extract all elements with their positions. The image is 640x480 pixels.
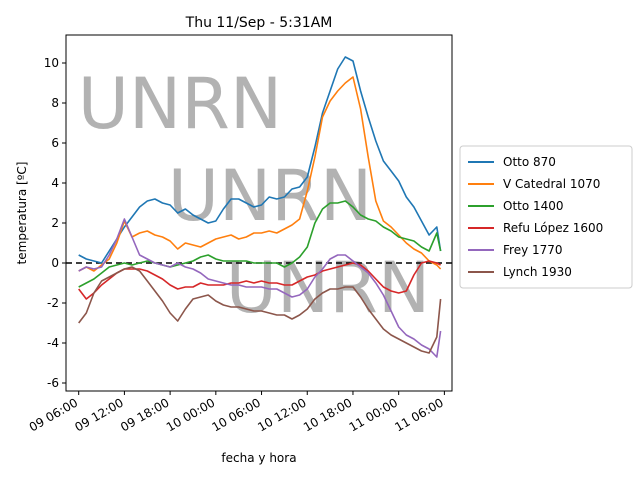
x-tick-label: 09 12:00 — [72, 395, 125, 434]
series-line — [78, 76, 442, 272]
legend-label: Lynch 1930 — [503, 265, 572, 279]
watermark: UNRN UNRN UNRN — [78, 63, 431, 329]
x-tick-label: 11 00:00 — [347, 395, 400, 434]
y-tick-label: -2 — [47, 296, 59, 310]
y-tick-label: -4 — [47, 336, 59, 350]
legend-label: Otto 1400 — [503, 199, 564, 213]
legend-label: Frey 1770 — [503, 243, 563, 257]
y-tick-label: 6 — [51, 136, 59, 150]
y-tick-label: 8 — [51, 96, 59, 110]
x-tick-label: 11 06:00 — [392, 395, 445, 434]
x-tick-label: 10 00:00 — [164, 395, 217, 434]
y-tick-label: 10 — [44, 56, 59, 70]
legend-label: Refu López 1600 — [503, 221, 603, 235]
x-tick-label: 10 06:00 — [210, 395, 263, 434]
series-line — [78, 260, 441, 300]
watermark-text: UNRN — [226, 247, 431, 329]
legend-label: V Catedral 1070 — [503, 177, 600, 191]
legend-label: Otto 870 — [503, 155, 556, 169]
series-group — [78, 56, 442, 358]
x-tick-label: 10 18:00 — [301, 395, 354, 434]
chart-title: Thu 11/Sep - 5:31AM — [185, 15, 333, 31]
x-tick-label: 10 12:00 — [255, 395, 308, 434]
y-tick-label: 0 — [51, 256, 59, 270]
plot-area — [65, 34, 453, 392]
series-line — [78, 56, 442, 264]
watermark-text: UNRN — [78, 63, 283, 145]
x-axis-label: fecha y hora — [221, 451, 296, 465]
x-tick-label: 09 18:00 — [118, 395, 171, 434]
series-line — [78, 266, 442, 354]
y-tick-label: 2 — [51, 216, 59, 230]
series-line — [78, 218, 442, 358]
y-tick-label: 4 — [51, 176, 59, 190]
watermark-text: UNRN — [168, 155, 373, 237]
legend-box — [459, 145, 633, 289]
y-axis-label: temperatura [ºC] — [15, 162, 29, 265]
y-tick-label: -6 — [47, 376, 59, 390]
legend: Otto 870 V Catedral 1070 Otto 1400 Refu Lóp… — [459, 145, 633, 289]
series-line — [78, 200, 442, 288]
x-tick-label: 09 06:00 — [27, 395, 80, 434]
y-axis: -6 -4 -2 0 2 4 6 8 10 — [44, 56, 66, 390]
